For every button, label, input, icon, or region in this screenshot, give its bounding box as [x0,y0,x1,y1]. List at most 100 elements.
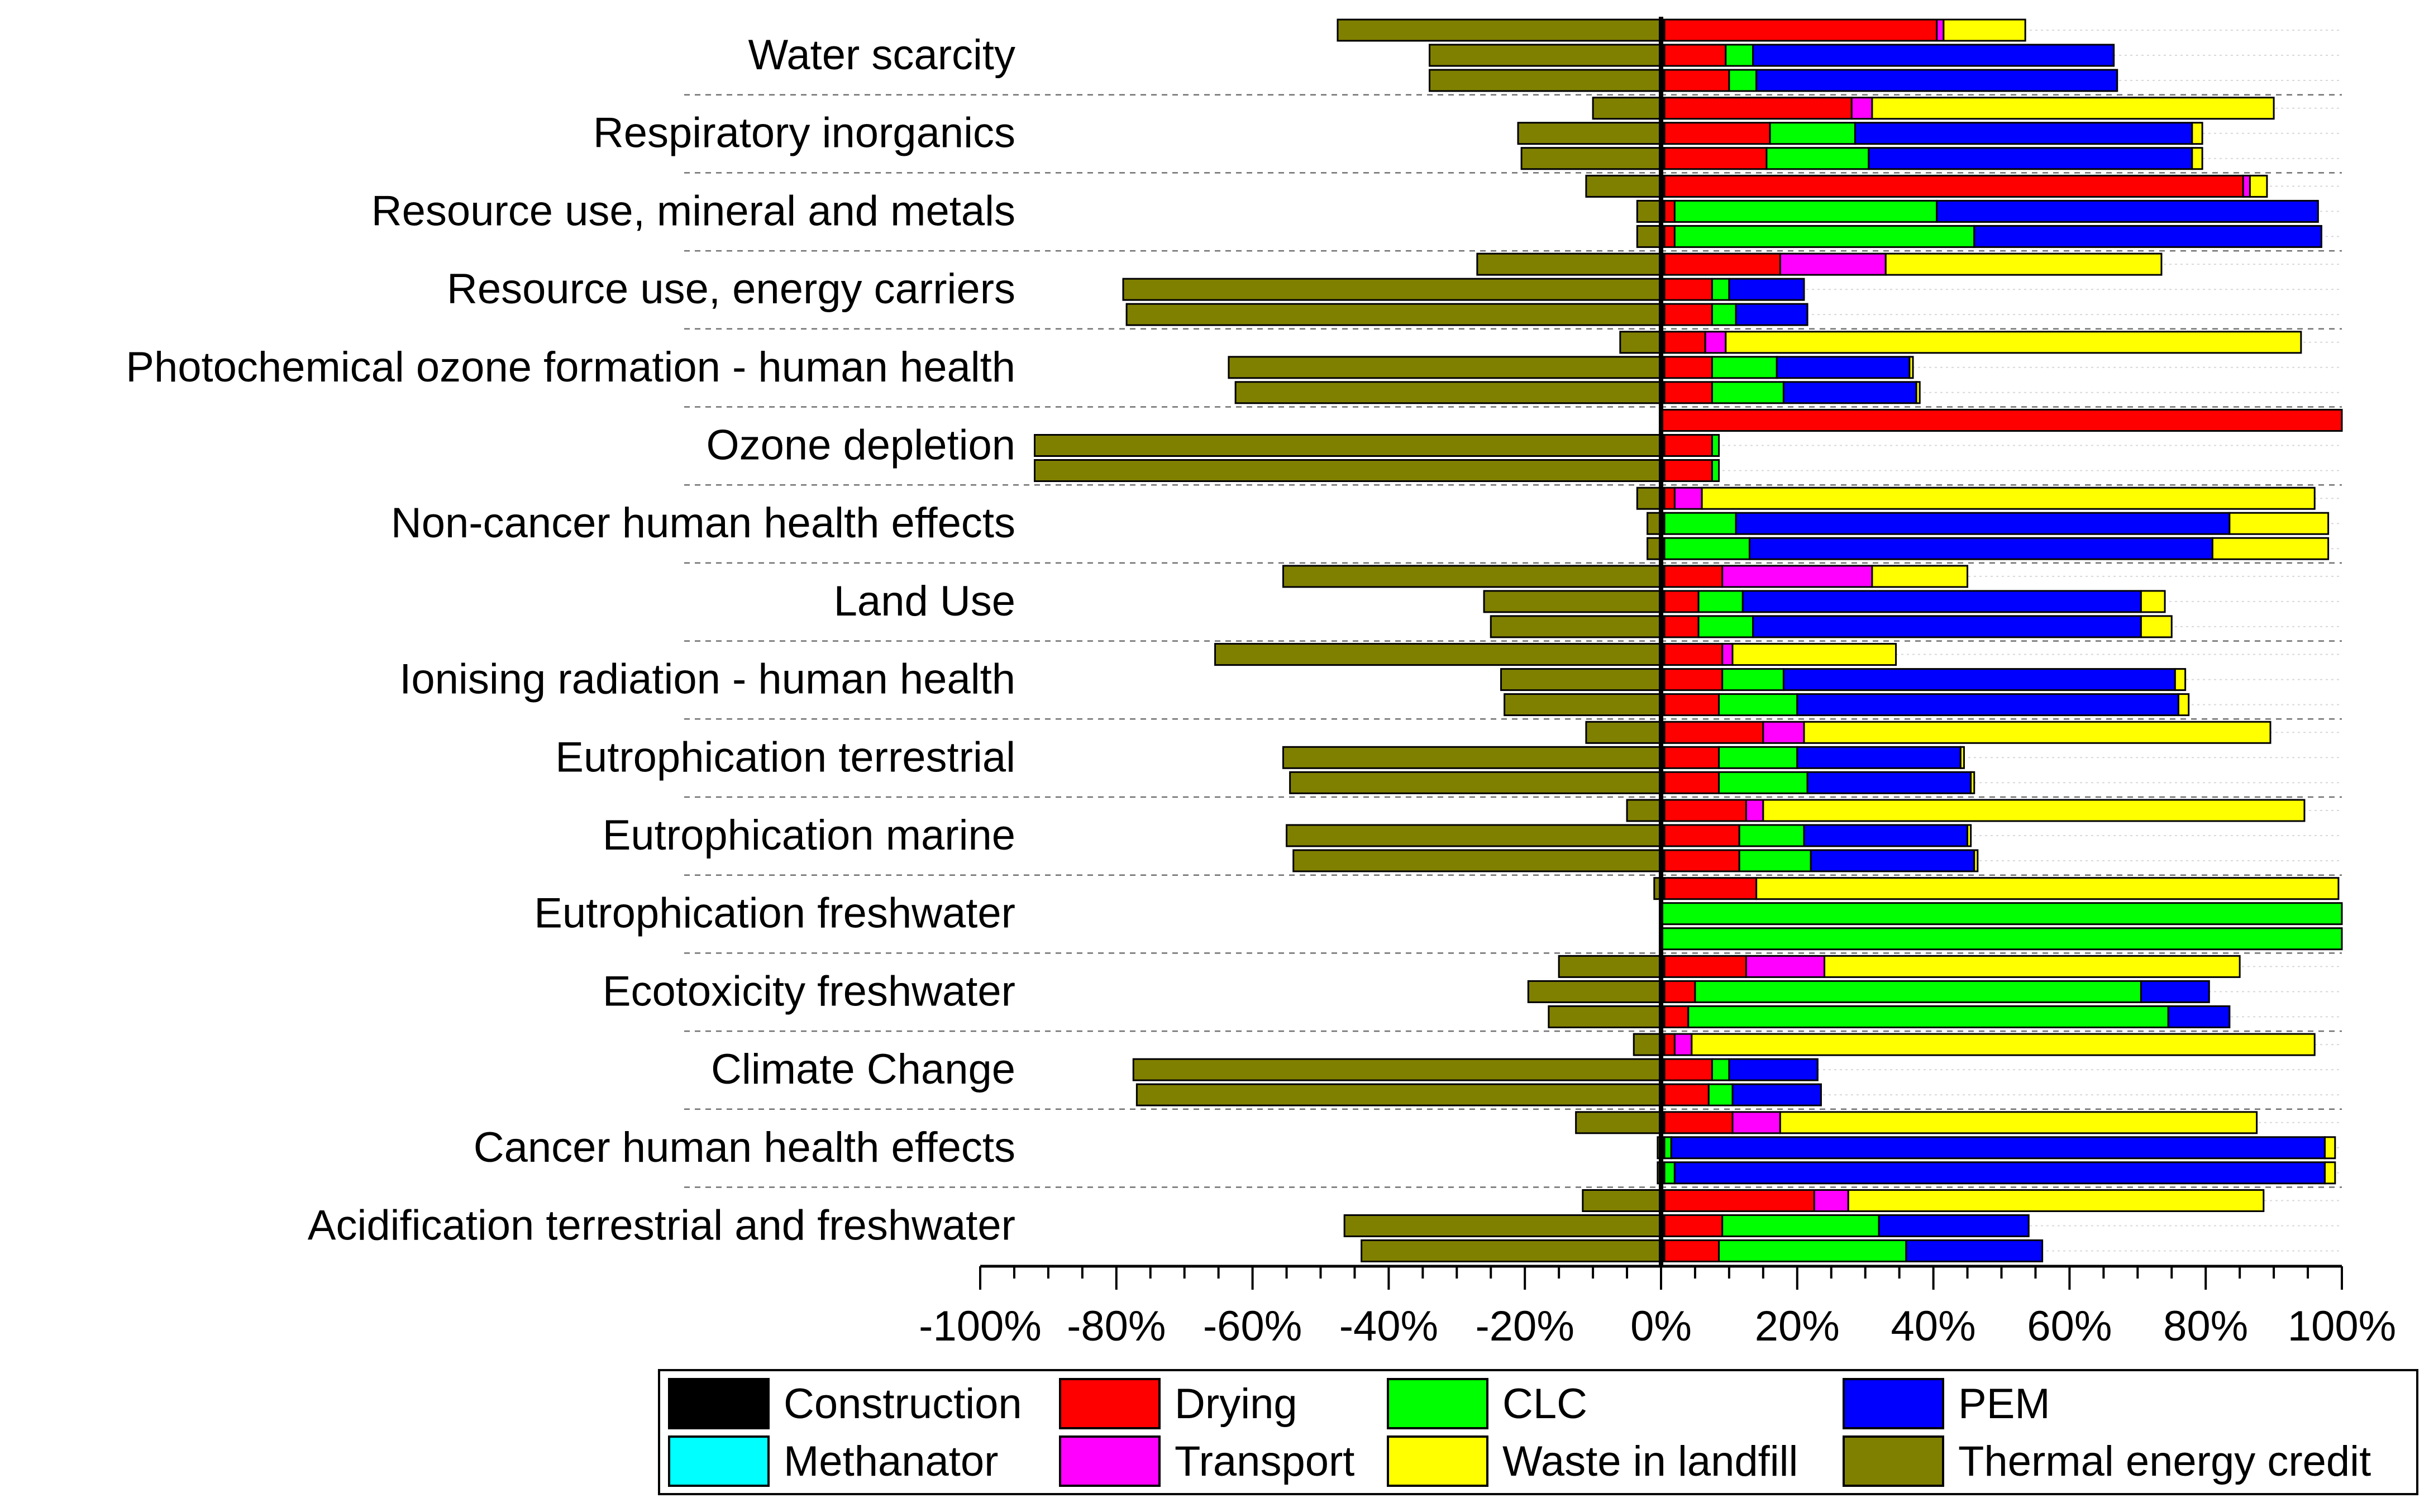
bar-waste-in-landfill [2324,1136,2336,1160]
bar-thermal-energy-credit [1289,771,1662,794]
category-label: Ecotoxicity freshwater [603,967,1015,1015]
bar-drying [1663,381,1713,404]
x-tick-label: -40% [1339,1303,1438,1350]
legend-swatch [1059,1435,1161,1487]
legend-swatch [1843,1435,1944,1487]
bar-transport [1673,1033,1693,1056]
bar-thermal-energy-credit [1429,69,1662,92]
bar-thermal-energy-credit [1527,980,1662,1003]
bar-thermal-energy-credit [1292,849,1662,872]
bar-clc [1718,693,1798,717]
bar-pem [2140,980,2210,1003]
x-tick-labels: -100% -80% -60% -40% -20% 0% 20% 40% 60% 80% 100% [919,1303,2396,1350]
category-group [1228,331,2302,404]
category-group [1343,1189,2265,1262]
bar-thermal-energy-credit [1592,97,1662,120]
x-tick-label: 100% [2288,1303,2396,1350]
bar-pem [1728,278,1805,301]
category-label: Resource use, energy carriers [447,265,1015,313]
bar-drying [1663,122,1771,145]
category-group [1132,1033,2316,1106]
bar-thermal-energy-credit [1282,746,1662,769]
bar-pem [1776,356,1911,379]
bar-drying [1663,693,1720,717]
bar-thermal-energy-credit [1636,486,1662,510]
bar-clc [1711,459,1720,482]
category-group [1122,252,2163,326]
bar-drying [1663,434,1713,457]
bar-pem [1755,69,2118,92]
bar-waste-in-landfill [1970,771,1975,794]
bar-thermal-energy-credit [1548,1005,1662,1028]
category-label: Water scarcity [748,31,1015,79]
bar-thermal-energy-credit [1476,252,1662,276]
bar-clc [1765,147,1870,170]
bar-drying [1663,225,1676,248]
bar-transport [1721,643,1734,666]
bar-thermal-energy-credit [1575,1111,1662,1134]
bar-thermal-energy-credit [1626,799,1662,822]
bar-clc [1707,1083,1734,1106]
bar-clc [1663,1161,1676,1185]
bar-clc [1697,590,1744,613]
bar-drying [1663,615,1700,638]
bar-thermal-energy-credit [1636,225,1662,248]
bar-waste-in-landfill [2191,147,2203,170]
category-group [1636,486,2330,560]
bar-clc [1711,1058,1730,1081]
bar-pem [1670,1136,2326,1160]
bar-clc [1673,199,1938,223]
bar-clc [1738,824,1805,847]
bar-waste-in-landfill [1701,486,2316,510]
bar-clc [1687,1005,2169,1028]
x-tick-label: -80% [1067,1303,1166,1350]
bar-pem [1854,122,2193,145]
category-labels: Water scarcity Respiratory inorganics Reso… [126,31,1015,1249]
bar-pem [1796,693,2179,717]
bar-waste-in-landfill [2249,174,2268,198]
bar-thermal-energy-credit [1361,1239,1662,1262]
bar-thermal-energy-credit [1490,615,1662,638]
bar-pem [1748,537,2213,560]
bar-thermal-energy-credit [1585,174,1662,198]
x-tick-label: 20% [1755,1303,1840,1350]
bar-transport [1673,486,1703,510]
category-group [1282,565,2173,638]
category-label: Cancer human health effects [474,1124,1015,1171]
bar-transport [1850,97,1873,120]
bar-thermal-energy-credit [1034,459,1662,482]
bar-drying [1663,1239,1720,1262]
bar-clc [1769,122,1856,145]
bar-thermal-energy-credit [1504,693,1662,717]
category-group [1034,409,2343,482]
bar-pem [1936,199,2319,223]
bar-drying [1663,643,1724,666]
bar-drying [1663,565,1724,588]
bar-drying [1663,668,1724,691]
legend-swatch [1387,1435,1488,1487]
bar-thermal-energy-credit [1483,590,1662,613]
bar-clc [1711,434,1720,457]
bar-pem [1878,1214,2030,1237]
bar-drying [1663,459,1713,482]
bar-waste-in-landfill [2177,693,2190,717]
bar-drying [1663,278,1713,301]
legend-label: Transport [1175,1438,1354,1485]
bar-waste-in-landfill [2324,1161,2336,1185]
bar-transport [1745,799,1764,822]
bar-transport [1779,252,1887,276]
bar-thermal-energy-credit [1636,199,1662,223]
bar-transport [1731,1111,1781,1134]
bar-clc [1694,980,2142,1003]
bar-waste-in-landfill [1779,1111,2258,1134]
bar-pem [1731,1083,1822,1106]
bar-pem [1806,771,1972,794]
category-label: Acidification terrestrial and freshwater [308,1202,1015,1249]
bar-clc [1663,1136,1672,1160]
bar-thermal-energy-credit [1582,1189,1662,1212]
bar-thermal-energy-credit [1558,955,1662,978]
bars [1034,18,2343,1262]
bar-waste-in-landfill [2211,537,2330,560]
bar-thermal-energy-credit [1135,1083,1662,1106]
legend-label: Construction [784,1380,1022,1428]
